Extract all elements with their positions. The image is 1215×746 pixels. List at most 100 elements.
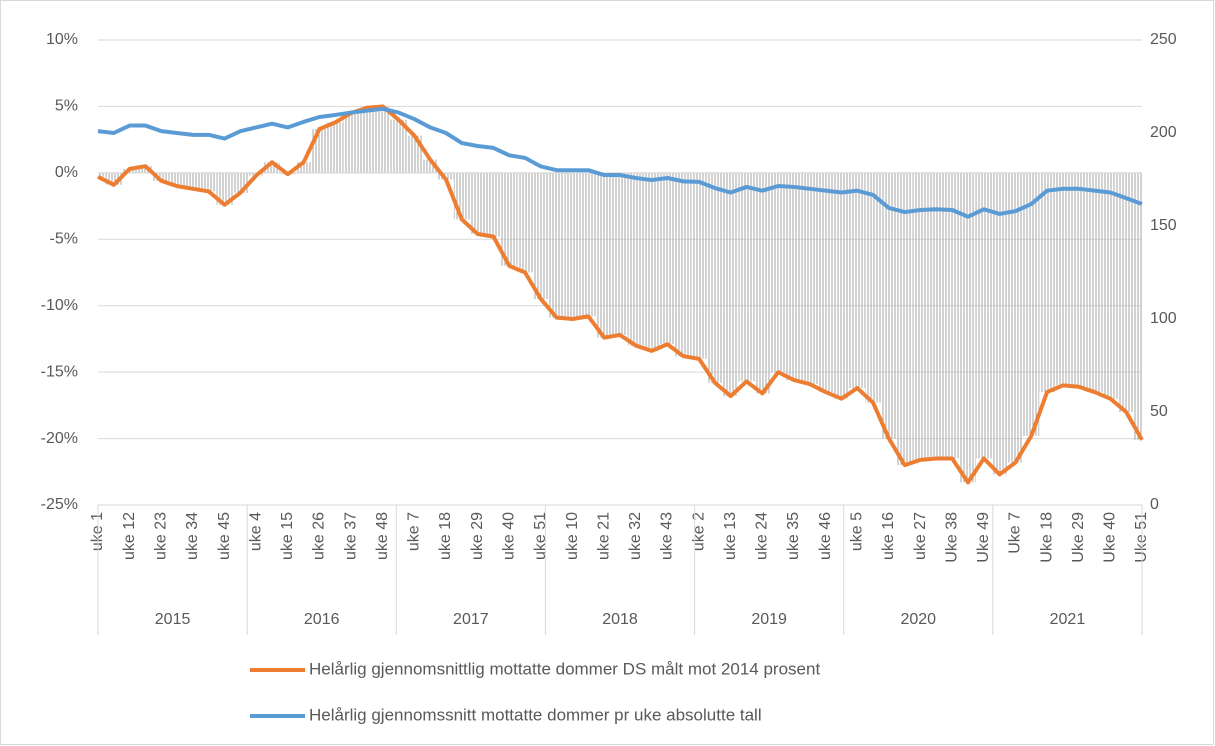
x-tick-label: uke 15 <box>279 512 296 560</box>
area-column <box>770 172 787 373</box>
area-column <box>675 172 692 357</box>
area-column <box>1055 172 1071 386</box>
area-column <box>517 172 533 273</box>
area-column <box>801 172 818 385</box>
x-tick-label: uke 23 <box>152 512 169 560</box>
area-column <box>596 172 613 338</box>
x-tick-label: uke 13 <box>722 512 739 560</box>
x-tick-label: uke 7 <box>406 512 423 551</box>
area-column <box>833 172 850 399</box>
area-column <box>580 172 597 317</box>
area-column <box>137 166 154 173</box>
y-tick-label: 0% <box>55 164 78 181</box>
y2-tick-label: 100 <box>1150 310 1177 327</box>
area-column <box>374 106 391 173</box>
x-tick-label: Uke 18 <box>1038 512 1055 563</box>
x-tick-label: uke 21 <box>595 512 612 560</box>
area-column <box>216 172 233 205</box>
x-tick-label: uke 34 <box>184 512 201 560</box>
x-tick-label: uke 4 <box>247 512 264 551</box>
legend-label: Helårlig gjennomsnittlig mottatte dommer… <box>309 659 820 678</box>
area-column <box>975 172 992 459</box>
x-tick-label: uke 32 <box>627 512 644 560</box>
area-column <box>612 172 628 335</box>
area-column <box>643 172 660 351</box>
area-column <box>754 172 771 394</box>
area-column <box>548 172 565 318</box>
series-line <box>97 104 1144 485</box>
area-column <box>707 172 723 383</box>
area-column <box>659 172 676 345</box>
area-column <box>453 172 470 220</box>
area-column <box>153 172 170 181</box>
area-column <box>786 172 802 381</box>
x-tick-label: uke 48 <box>374 512 391 560</box>
area-column <box>1102 172 1119 399</box>
y2-tick-label: 250 <box>1150 31 1177 48</box>
x-tick-label: Uke 29 <box>1070 512 1087 563</box>
area-column <box>627 172 644 346</box>
area-column <box>896 172 913 466</box>
x-tick-label: uke 18 <box>437 512 454 560</box>
area-column <box>738 172 755 382</box>
area-column <box>359 107 375 173</box>
x-tick-label: uke 10 <box>564 512 581 560</box>
x-tick-label: uke 16 <box>880 512 897 560</box>
y-tick-label: 5% <box>55 98 78 115</box>
x-tick-label: uke 40 <box>500 512 517 560</box>
x-tick-label: uke 24 <box>754 512 771 560</box>
y-tick-label: -25% <box>41 496 78 513</box>
year-label: 2016 <box>304 611 340 628</box>
area-column <box>311 129 328 173</box>
area-column <box>200 172 217 192</box>
area-column <box>390 119 407 173</box>
x-tick-label: uke 5 <box>848 512 865 551</box>
area-column <box>881 172 897 439</box>
x-tick-label: Uke 40 <box>1102 512 1119 563</box>
x-tick-label: uke 12 <box>121 512 138 560</box>
area-column <box>849 172 866 389</box>
series-line <box>97 106 1143 219</box>
area-column <box>944 172 961 459</box>
y-tick-label: -15% <box>41 363 78 380</box>
year-label: 2019 <box>751 611 787 628</box>
area-column <box>264 162 280 173</box>
area-column <box>343 113 359 173</box>
x-tick-label: Uke 38 <box>943 512 960 563</box>
y-tick-label: 10% <box>46 31 78 48</box>
year-label: 2021 <box>1050 611 1086 628</box>
legend-label: Helårlig gjennomssnitt mottatte dommer p… <box>309 705 762 724</box>
area-column <box>928 172 945 459</box>
x-tick-label: uke 2 <box>690 512 707 551</box>
area-column <box>960 172 976 483</box>
area-column <box>912 172 929 460</box>
area-column <box>1070 172 1087 387</box>
area-column <box>1007 172 1024 463</box>
area-column <box>533 172 549 300</box>
area-column <box>691 172 707 359</box>
x-tick-label: uke 51 <box>532 512 549 560</box>
x-tick-label: Uke 49 <box>975 512 992 563</box>
x-tick-label: uke 26 <box>311 512 328 560</box>
area-column <box>232 172 249 193</box>
area-column <box>438 172 454 180</box>
area-column <box>1086 172 1103 393</box>
x-tick-label: uke 35 <box>785 512 802 560</box>
y-tick-label: -5% <box>50 231 78 248</box>
area-column <box>1118 172 1135 412</box>
area-column <box>1023 172 1040 436</box>
area-column <box>105 172 122 185</box>
area-column <box>469 172 486 234</box>
area-column <box>1039 172 1055 393</box>
area-column <box>991 172 1008 475</box>
x-tick-label: uke 43 <box>659 512 676 560</box>
x-tick-label: Uke 7 <box>1007 512 1024 554</box>
area-column <box>485 172 502 237</box>
area-column <box>1134 172 1142 440</box>
area-column <box>564 172 581 319</box>
y-tick-label: -20% <box>41 430 78 447</box>
year-label: 2015 <box>155 611 191 628</box>
year-label: 2018 <box>602 611 638 628</box>
y2-tick-label: 200 <box>1150 124 1177 141</box>
